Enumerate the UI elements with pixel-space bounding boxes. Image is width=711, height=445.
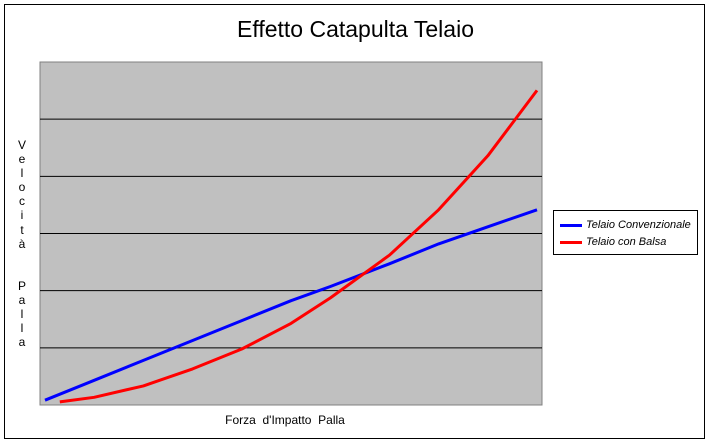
y-axis-label-char: o — [18, 180, 26, 195]
y-axis-label-char: a — [18, 335, 26, 350]
legend-swatch — [560, 240, 582, 244]
series-lines — [44, 89, 539, 404]
y-axis-label-char: à — [18, 236, 26, 251]
series-line-1 — [59, 89, 539, 404]
legend-item-1: Telaio con Balsa — [560, 235, 666, 249]
legend: Telaio Convenzionale Telaio con Balsa — [553, 210, 698, 255]
y-axis-label-char: l — [20, 321, 24, 336]
y-axis-label-char: c — [19, 194, 25, 209]
y-axis-label-char: e — [18, 152, 26, 167]
y-axis-label-char: P — [17, 278, 26, 293]
legend-swatch — [560, 223, 582, 227]
x-axis-label: Forza d'Impatto Palla — [225, 413, 345, 427]
y-axis-label-char: V — [17, 138, 26, 152]
y-axis-label-char: t — [20, 222, 24, 237]
y-axis-label-char: l — [20, 166, 24, 181]
y-axis-label-char: i — [20, 208, 24, 223]
gridlines — [40, 118, 542, 349]
legend-label: Telaio con Balsa — [586, 236, 667, 248]
legend-label: Telaio Convenzionale — [586, 219, 691, 231]
legend-item-0: Telaio Convenzionale — [560, 218, 691, 232]
chart-title: Effetto Catapulta Telaio — [237, 16, 474, 42]
series-line-0 — [44, 208, 538, 402]
y-axis-label-char: l — [20, 307, 24, 322]
y-axis-label-char: a — [18, 293, 26, 308]
